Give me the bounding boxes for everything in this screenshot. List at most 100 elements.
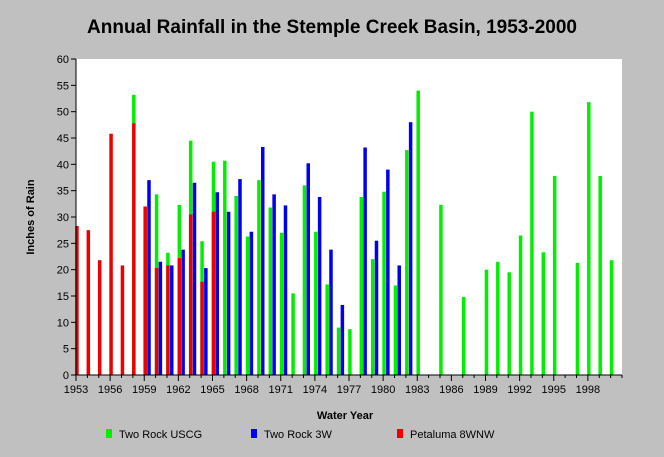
bar-two-rock-3w-1981 bbox=[397, 265, 401, 375]
bar-petaluma-8wnw-1958 bbox=[132, 123, 136, 375]
bar-two-rock-uscg-1977 bbox=[348, 329, 352, 375]
bar-petaluma-8wnw-1963 bbox=[188, 214, 193, 375]
legend: Two Rock USCG Two Rock 3W Petaluma 8WNW bbox=[106, 429, 495, 441]
bar-petaluma-8wnw-1960 bbox=[154, 268, 159, 375]
bar-two-rock-uscg-1970 bbox=[268, 207, 273, 375]
bar-two-rock-3w-1979 bbox=[374, 240, 379, 375]
x-tick-label: 1992 bbox=[507, 384, 531, 396]
bar-two-rock-3w-1980 bbox=[386, 169, 390, 375]
bar-two-rock-uscg-1997 bbox=[575, 262, 580, 375]
bar-two-rock-3w-1964 bbox=[204, 268, 208, 375]
bar-two-rock-3w-1976 bbox=[340, 304, 345, 375]
bar-two-rock-uscg-1985 bbox=[439, 204, 443, 375]
bar-two-rock-uscg-1967 bbox=[234, 195, 238, 375]
legend-label-two-rock-uscg: Two Rock USCG bbox=[119, 429, 202, 441]
bar-two-rock-uscg-2000 bbox=[609, 260, 614, 375]
x-tick-label: 1968 bbox=[234, 384, 258, 396]
bar-two-rock-uscg-1976 bbox=[336, 327, 341, 375]
x-axis-ticks: 1953 1956 1959 1962 1965 1968 1971 1974 1977 1980… bbox=[64, 375, 623, 396]
bar-two-rock-3w-1962 bbox=[181, 249, 185, 375]
legend-swatch-two-rock-3w bbox=[251, 429, 257, 438]
y-tick-label: 50 bbox=[57, 107, 69, 119]
bar-two-rock-uscg-1982 bbox=[405, 150, 409, 375]
bar-petaluma-8wnw-1965 bbox=[211, 211, 216, 375]
x-tick-label: 1962 bbox=[166, 384, 190, 396]
bar-two-rock-uscg-1993 bbox=[530, 111, 534, 376]
bar-two-rock-3w-1961 bbox=[169, 265, 174, 375]
bar-two-rock-3w-1971 bbox=[283, 205, 288, 375]
y-tick-label: 15 bbox=[57, 291, 69, 303]
bar-two-rock-3w-1963 bbox=[192, 182, 197, 375]
bar-two-rock-uscg-1990 bbox=[496, 261, 500, 375]
bar-petaluma-8wnw-1964 bbox=[200, 281, 204, 375]
bar-two-rock-3w-1965 bbox=[215, 192, 219, 375]
bar-two-rock-3w-1959 bbox=[147, 180, 151, 375]
bar-two-rock-3w-1982 bbox=[408, 122, 413, 375]
x-tick-label: 1998 bbox=[576, 384, 600, 396]
y-tick-label: 0 bbox=[63, 370, 69, 382]
bar-two-rock-uscg-1980 bbox=[382, 191, 386, 375]
bars-layer bbox=[75, 90, 614, 376]
bar-petaluma-8wnw-1956 bbox=[109, 133, 113, 375]
bar-two-rock-uscg-1991 bbox=[507, 272, 511, 375]
bar-two-rock-uscg-1987 bbox=[461, 297, 466, 375]
bar-two-rock-uscg-1972 bbox=[291, 293, 295, 375]
legend-label-petaluma-8wnw: Petaluma 8WNW bbox=[410, 429, 495, 441]
y-tick-label: 20 bbox=[57, 265, 69, 277]
bar-two-rock-uscg-1968 bbox=[245, 236, 250, 375]
y-axis-label: Inches of Rain bbox=[25, 179, 37, 254]
x-tick-label: 1995 bbox=[542, 384, 566, 396]
y-tick-label: 25 bbox=[57, 238, 69, 250]
x-tick-label: 1971 bbox=[269, 384, 293, 396]
legend-swatch-two-rock-uscg bbox=[106, 429, 112, 438]
bar-two-rock-uscg-1969 bbox=[257, 180, 261, 375]
bar-two-rock-uscg-1974 bbox=[314, 231, 318, 375]
legend-swatch-petaluma-8wnw bbox=[397, 429, 403, 438]
y-tick-label: 35 bbox=[57, 186, 69, 198]
x-axis-label: Water Year bbox=[317, 410, 374, 422]
y-tick-label: 55 bbox=[57, 80, 69, 92]
bar-petaluma-8wnw-1953 bbox=[75, 225, 79, 375]
bar-petaluma-8wnw-1962 bbox=[177, 258, 182, 375]
bar-two-rock-uscg-1992 bbox=[518, 235, 523, 375]
bar-petaluma-8wnw-1959 bbox=[143, 206, 147, 375]
bar-petaluma-8wnw-1957 bbox=[120, 265, 125, 375]
bar-two-rock-uscg-1994 bbox=[541, 252, 546, 375]
bar-petaluma-8wnw-1955 bbox=[97, 260, 102, 375]
bar-two-rock-3w-1966 bbox=[226, 211, 231, 375]
bar-two-rock-uscg-1981 bbox=[393, 285, 398, 375]
x-tick-label: 1977 bbox=[337, 384, 361, 396]
legend-label-two-rock-3w: Two Rock 3W bbox=[264, 429, 332, 441]
bar-two-rock-3w-1970 bbox=[272, 194, 276, 375]
bar-two-rock-uscg-1995 bbox=[552, 175, 557, 375]
bar-two-rock-3w-1968 bbox=[249, 231, 254, 375]
bar-two-rock-uscg-1999 bbox=[598, 175, 602, 375]
y-tick-label: 30 bbox=[57, 212, 69, 224]
bar-two-rock-3w-1975 bbox=[329, 249, 333, 375]
y-tick-label: 10 bbox=[57, 317, 69, 329]
x-tick-label: 1956 bbox=[98, 384, 122, 396]
x-tick-label: 1965 bbox=[200, 384, 224, 396]
x-tick-label: 1980 bbox=[371, 384, 395, 396]
y-axis-ticks: 0 5 10 15 20 25 30 35 40 45 50 55 60 bbox=[57, 54, 76, 382]
bar-petaluma-8wnw-1954 bbox=[86, 230, 91, 375]
x-tick-label: 1953 bbox=[64, 384, 88, 396]
y-tick-label: 60 bbox=[57, 54, 69, 66]
bar-two-rock-3w-1969 bbox=[260, 146, 265, 375]
bar-two-rock-3w-1974 bbox=[317, 196, 322, 375]
bar-two-rock-uscg-1989 bbox=[484, 269, 489, 375]
bar-petaluma-8wnw-1961 bbox=[166, 265, 170, 375]
y-tick-label: 45 bbox=[57, 133, 69, 145]
bar-two-rock-uscg-1975 bbox=[325, 284, 329, 375]
x-tick-label: 1986 bbox=[439, 384, 463, 396]
x-tick-label: 1959 bbox=[132, 384, 156, 396]
bar-two-rock-3w-1973 bbox=[306, 163, 310, 375]
bar-two-rock-uscg-1978 bbox=[359, 196, 364, 375]
bar-two-rock-uscg-1998 bbox=[587, 102, 591, 375]
x-tick-label: 1989 bbox=[473, 384, 497, 396]
y-tick-label: 40 bbox=[57, 159, 69, 171]
chart-title: Annual Rainfall in the Stemple Creek Bas… bbox=[87, 17, 577, 38]
y-tick-label: 5 bbox=[63, 344, 69, 356]
bar-two-rock-3w-1960 bbox=[158, 261, 163, 375]
